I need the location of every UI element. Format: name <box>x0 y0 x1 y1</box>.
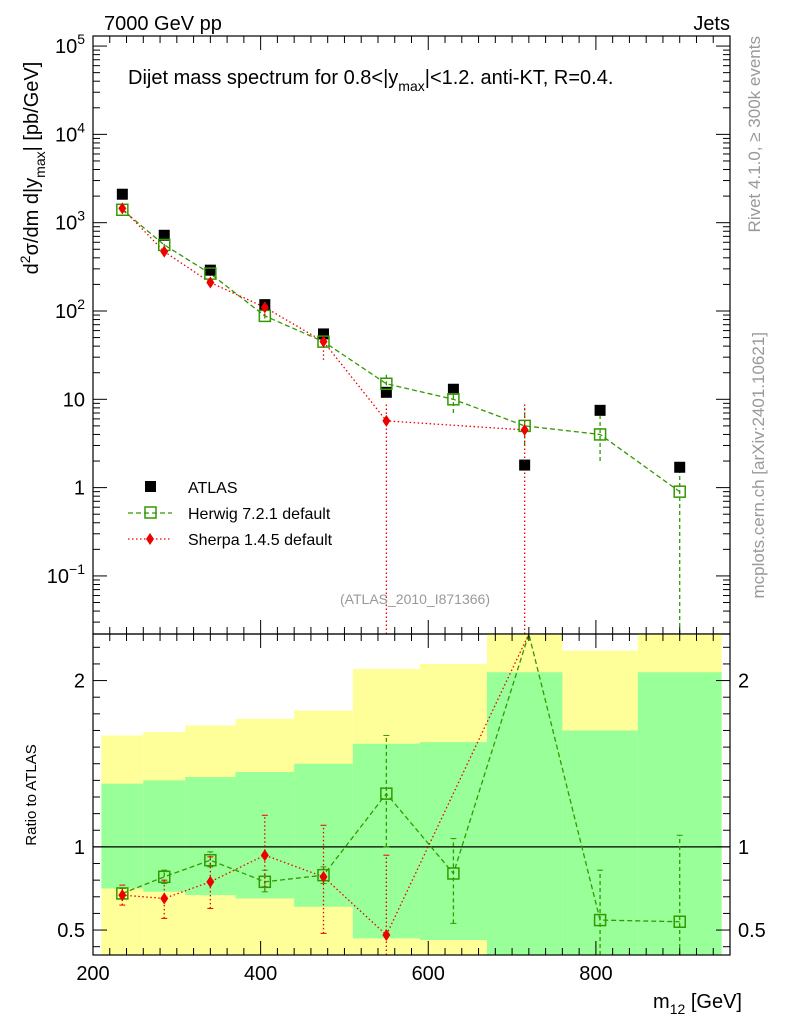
herwig-ratio-point <box>593 913 607 927</box>
ratio-y-tick-label: 2 <box>74 671 85 693</box>
y-tick-label: 105 <box>55 31 85 58</box>
sherpa-ratio-point <box>382 929 391 942</box>
atlas-uncertainty-band-inner <box>486 672 563 955</box>
atlas-point <box>204 264 216 276</box>
atlas-point <box>380 386 392 398</box>
rivet-label: Rivet 4.1.0, ≥ 300k events <box>745 36 764 232</box>
atlas-point <box>674 461 686 473</box>
atlas-point <box>519 459 531 471</box>
herwig-ratio-point <box>258 875 272 889</box>
y-tick-label: 104 <box>55 119 85 146</box>
atlas-uncertainty-band-inner <box>101 783 144 889</box>
legend-sherpa-label: Sherpa 1.4.5 default <box>188 532 333 549</box>
main-plot-area <box>116 188 686 634</box>
herwig-line <box>121 209 681 493</box>
atlas-uncertainty-band-inner <box>562 730 638 955</box>
herwig-ratio-point <box>673 915 686 928</box>
legend-herwig-label: Herwig 7.2.1 default <box>188 506 331 523</box>
atlas-uncertainty-band-inner <box>637 672 722 955</box>
sherpa-ratio-point <box>160 892 169 905</box>
herwig-ratio-line <box>122 631 680 923</box>
herwig-point <box>593 428 607 441</box>
y-tick-label: 1 <box>74 478 85 500</box>
atlas-uncertainty-band-inner <box>419 742 487 941</box>
y-tick-label: 103 <box>55 208 85 235</box>
sherpa-point <box>319 335 328 348</box>
x-tick-label: 200 <box>76 963 109 985</box>
legend-sherpa-marker <box>146 533 154 545</box>
atlas-point <box>447 383 459 395</box>
y-tick-label: 10−1 <box>47 561 85 588</box>
sherpa-point <box>206 276 215 289</box>
sherpa-ratio-point <box>118 889 127 902</box>
atlas-point <box>317 328 329 340</box>
atlas-uncertainty-band-inner <box>235 772 295 899</box>
herwig-ratio-point <box>204 853 217 867</box>
x-tick-label: 400 <box>244 963 277 985</box>
mcplots-label: mcplots.cern.ch [arXiv:2401.10621] <box>749 332 768 598</box>
sherpa-ratio-point <box>206 875 215 888</box>
herwig-point <box>380 377 393 391</box>
main-title: Dijet mass spectrum for 0.8<|ymax|<1.2. … <box>128 67 613 94</box>
y-tick-label: 102 <box>55 296 85 323</box>
x-axis-label: m12 [GeV] <box>653 991 742 1017</box>
ratio-ylabel: Ratio to ATLAS <box>23 744 40 845</box>
sherpa-ratio-point <box>260 849 269 862</box>
ratio-plot-area <box>93 631 730 956</box>
sherpa-point <box>118 202 127 215</box>
herwig-ratio-point <box>447 867 460 880</box>
legend-atlas-label: ATLAS <box>188 480 238 497</box>
header-right: Jets <box>693 13 730 35</box>
y-tick-label: 10 <box>63 389 85 411</box>
sherpa-point <box>160 245 169 258</box>
sherpa-point <box>520 423 529 436</box>
x-tick-label: 600 <box>412 963 445 985</box>
sherpa-point <box>382 414 391 427</box>
herwig-ratio-point <box>157 870 171 884</box>
atlas-point <box>158 229 170 241</box>
herwig-point <box>673 485 686 498</box>
ratio-y-tick-label: 0.5 <box>57 920 85 942</box>
herwig-ratio-point <box>380 787 393 800</box>
sherpa-line <box>121 207 525 431</box>
ratio-y-tick-label-right: 1 <box>738 837 749 859</box>
sherpa-ratio-point <box>319 870 328 883</box>
ratio-y-tick-label-right: 0.5 <box>738 920 766 942</box>
header-left: 7000 GeV pp <box>104 13 222 35</box>
herwig-point <box>447 393 460 406</box>
ratio-y-tick-label: 1 <box>74 837 85 859</box>
main-ylabel: d2σ/dm d|ymax| [pb/GeV] <box>17 62 48 275</box>
atlas-point <box>594 404 606 416</box>
legend-herwig-marker <box>144 506 157 519</box>
ratio-axes: 0.5 0.5 1 1 2 2 200 400 600 800 <box>57 634 766 985</box>
sherpa-point <box>260 301 269 314</box>
atlas-point <box>116 188 128 200</box>
analysis-watermark: (ATLAS_2010_I871366) <box>340 591 490 607</box>
x-tick-label: 800 <box>579 963 612 985</box>
ratio-y-tick-label-right: 2 <box>738 671 749 693</box>
legend-atlas-marker <box>145 481 156 492</box>
legend: ATLAS Herwig 7.2.1 default Sherpa 1.4.5 … <box>128 480 333 549</box>
ratio-panel: 0.5 0.5 1 1 2 2 200 400 600 800 Ratio to ATLAS m1… <box>23 631 766 1017</box>
